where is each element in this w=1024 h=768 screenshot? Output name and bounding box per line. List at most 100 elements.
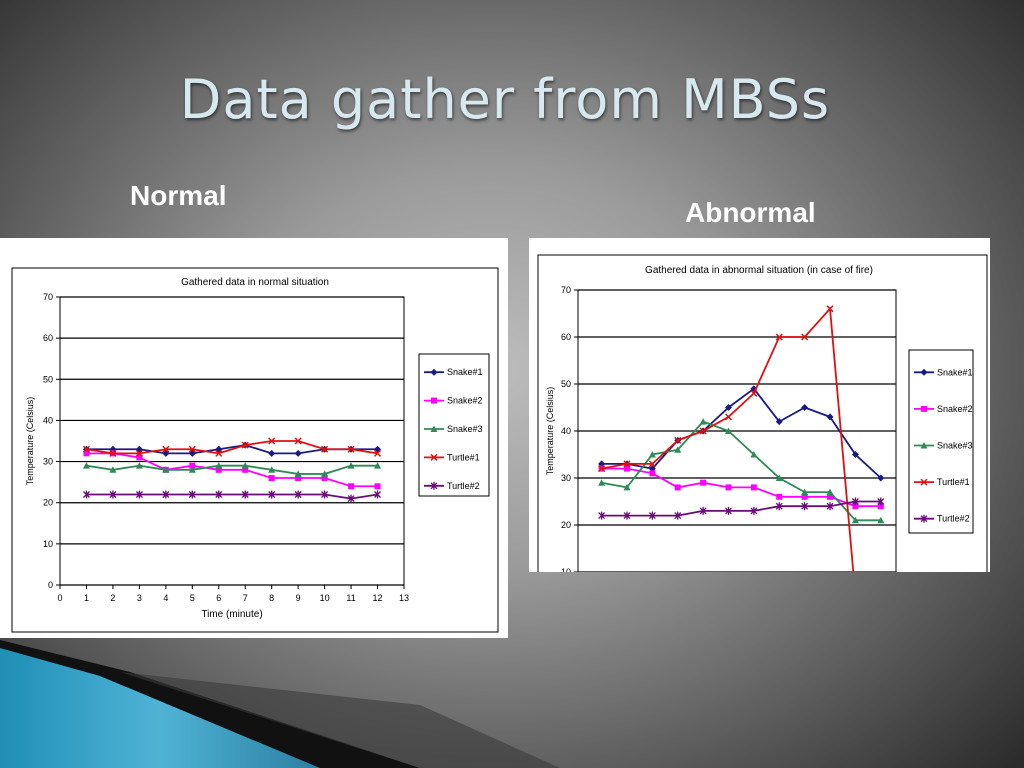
abnormal-data-point [623,460,631,468]
abnormal-chart: Gathered data in abnormal situation (in … [529,238,990,572]
abnormal-legend-marker [920,514,928,523]
normal-data-point [321,475,328,482]
normal-data-point [215,449,223,457]
slide-title: Data gather from MBSs [179,68,831,131]
abnormal-series-line-Snake#2 [601,467,881,508]
abnormal-ytick-label: 60 [561,332,571,342]
normal-ytick-label: 40 [43,415,53,425]
normal-data-point [347,462,355,469]
normal-data-point [135,490,143,499]
swoosh-blue-band [0,648,320,768]
normal-legend-label: Turtle#2 [447,481,480,491]
normal-data-point [374,490,381,499]
abnormal-outer-border [537,254,988,572]
swoosh-grey-band [120,672,560,768]
abnormal-ytick-label: 70 [561,285,571,295]
abnormal-data-point [877,503,884,510]
abnormal-data-point [750,506,758,515]
normal-series-line-Snake#3 [86,464,378,475]
abnormal-legend-box [908,349,974,534]
normal-data-point [215,490,223,499]
abnormal-title: Gathered data in abnormal situation (in … [645,265,873,276]
abnormal-data-point [598,465,606,473]
abnormal-legend-label: Snake#3 [937,441,973,451]
normal-data-point [268,475,275,482]
normal-xtick-label: 8 [269,593,274,603]
abnormal-data-point [877,474,885,482]
normal-ylabel: Temperature (Celsius) [25,397,35,486]
normal-xtick-label: 3 [137,593,142,603]
normal-legend-label: Snake#2 [447,396,483,406]
abnormal-data-point [648,451,656,458]
normal-data-point [294,437,302,445]
abnormal-data-point [750,484,757,491]
abnormal-data-point [648,460,656,468]
abnormal-data-point [826,413,834,421]
normal-data-point [241,462,249,469]
normal-legend-label: Turtle#1 [447,452,480,462]
abnormal-legend-label: Snake#2 [937,404,973,414]
abnormal-legend-marker [920,442,928,449]
normal-title: Gathered data in normal situation [181,277,329,288]
normal-data-point [294,449,302,457]
abnormal-data-point [801,404,809,411]
abnormal-data-point [674,436,682,444]
abnormal-ylabel: Temperature (Celsius) [545,387,555,476]
abnormal-data-point [826,502,834,511]
abnormal-data-point [598,511,606,520]
normal-xtick-label: 0 [57,593,62,603]
abnormal-data-point [750,451,758,458]
normal-xlabel: Time (minute) [201,609,262,620]
normal-data-point [374,449,382,457]
normal-ytick-label: 50 [43,374,53,384]
abnormal-data-point [826,488,834,496]
normal-legend-label: Snake#3 [447,424,483,434]
normal-data-point [188,445,196,453]
abnormal-series-line-Snake#1 [601,387,882,479]
normal-data-point [348,483,355,490]
abnormal-data-point [851,451,859,458]
abnormal-data-point [674,446,682,453]
normal-legend-marker [430,453,438,461]
normal-legend-marker [430,481,438,490]
normal-data-point [241,490,249,499]
abnormal-data-point [623,483,631,491]
abnormal-data-point [725,506,732,515]
normal-legend-marker [430,425,438,432]
normal-ytick-label: 20 [43,498,53,508]
normal-data-point [109,449,117,457]
normal-data-point [294,490,302,499]
abnormal-ytick-label: 40 [561,426,571,436]
normal-data-point [189,462,196,469]
normal-xtick-label: 5 [190,593,195,603]
normal-data-point [188,490,196,499]
normal-data-point [82,462,90,469]
normal-chart-svg: Gathered data in normal situation0102030… [11,267,499,633]
normal-data-point [242,466,249,473]
normal-label: Normal [130,180,227,211]
abnormal-data-point [877,516,885,524]
abnormal-legend-label: Turtle#2 [937,514,970,524]
normal-outer-border [11,267,499,633]
normal-data-point [268,466,276,473]
abnormal-data-point [724,404,732,411]
abnormal-chart-svg: Gathered data in abnormal situation (in … [537,254,988,572]
normal-xtick-label: 6 [216,593,221,603]
normal-data-point [215,466,222,473]
abnormal-ytick-label: 20 [561,520,571,530]
normal-data-point [347,445,355,453]
normal-ytick-label: 0 [48,580,53,590]
normal-data-point [268,437,276,445]
abnormal-legend-label: Turtle#1 [937,477,970,487]
normal-series-line-Snake#2 [86,452,378,488]
normal-data-point [162,445,170,453]
abnormal-data-point [852,503,859,510]
abnormal-legend-label: Snake#1 [937,367,973,377]
normal-xtick-label: 4 [163,593,168,603]
normal-xtick-label: 10 [320,593,330,603]
normal-series-line-Turtle#2 [86,493,378,500]
abnormal-data-point [851,516,859,524]
normal-ytick-label: 30 [43,457,53,467]
abnormal-data-point [623,465,630,472]
